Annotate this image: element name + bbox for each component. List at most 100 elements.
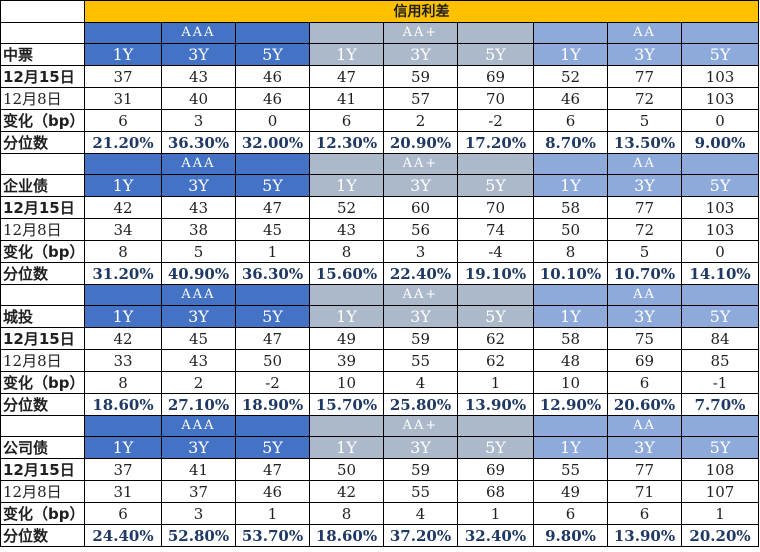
grade-header-cell: AA <box>607 284 682 306</box>
section-name: 城投 <box>0 305 85 328</box>
value-cell: 24.40% <box>84 524 162 547</box>
value-cell: 57 <box>383 87 458 110</box>
value-cell: 103 <box>680 196 760 219</box>
value-cell: 19.10% <box>457 262 534 285</box>
value-cell: 6 <box>84 109 162 132</box>
tenor-header-cell: 5Y <box>457 436 534 459</box>
value-cell: 5 <box>607 109 682 132</box>
value-cell: 1 <box>235 240 310 263</box>
table-row: 12月15日 42 45 47 49 59 62 58 75 84 <box>0 327 760 350</box>
grade-header-row: AAA AA+ AA <box>0 415 760 437</box>
value-cell: 20.90% <box>383 131 458 154</box>
value-cell: 9.80% <box>533 524 608 547</box>
value-cell: 77 <box>607 458 682 481</box>
value-cell: 46 <box>533 87 608 110</box>
grade-header-row: AAA AA+ AA <box>0 153 760 175</box>
value-cell: 4 <box>383 502 458 525</box>
value-cell: 52 <box>309 196 384 219</box>
value-cell: 8 <box>84 371 162 394</box>
value-cell: 12.30% <box>309 131 384 154</box>
value-cell: 58 <box>533 196 608 219</box>
value-cell: 8 <box>309 502 384 525</box>
value-cell: 42 <box>84 327 162 350</box>
blank-cell <box>0 153 85 175</box>
grade-header-cell <box>84 22 162 44</box>
value-cell: 72 <box>607 87 682 110</box>
row-label: 分位数 <box>0 524 85 547</box>
table-row: 12月15日 37 41 47 50 59 69 55 77 108 <box>0 458 760 481</box>
tenor-header-cell: 1Y <box>84 43 162 66</box>
value-cell: 85 <box>680 349 760 372</box>
grade-header-cell <box>235 415 310 437</box>
grade-header-cell <box>533 415 608 437</box>
tenor-header-cell: 5Y <box>235 305 310 328</box>
tenor-header-cell: 3Y <box>161 436 236 459</box>
grade-header-cell: AAA <box>161 153 236 175</box>
grade-header-cell <box>457 153 534 175</box>
row-label: 变化（bp） <box>0 109 85 132</box>
value-cell: 37 <box>84 458 162 481</box>
grade-header-cell: AA <box>607 415 682 437</box>
value-cell: 4 <box>383 371 458 394</box>
value-cell: 32.00% <box>235 131 310 154</box>
row-label: 分位数 <box>0 393 85 416</box>
grade-header-cell <box>533 22 608 44</box>
tenor-header-row: 企业债 1Y 3Y 5Y 1Y 3Y 5Y 1Y 3Y 5Y <box>0 174 760 197</box>
value-cell: 43 <box>161 65 236 88</box>
value-cell: 47 <box>235 196 310 219</box>
value-cell: 34 <box>84 218 162 241</box>
grade-header-cell: AA+ <box>383 153 458 175</box>
value-cell: 59 <box>383 327 458 350</box>
value-cell: 6 <box>607 502 682 525</box>
value-cell: 70 <box>457 196 534 219</box>
table-row: 分位数 31.20% 40.90% 36.30% 15.60% 22.40% 19.10% 1… <box>0 262 760 285</box>
value-cell: 45 <box>235 218 310 241</box>
value-cell: 18.60% <box>309 524 384 547</box>
value-cell: 48 <box>533 349 608 372</box>
value-cell: 39 <box>309 349 384 372</box>
table-row: 12月15日 42 43 47 52 60 70 58 77 103 <box>0 196 760 219</box>
tenor-header-cell: 5Y <box>235 436 310 459</box>
table-row: 变化（bp） 6 3 0 6 2 -2 6 5 0 <box>0 109 760 132</box>
value-cell: 55 <box>533 458 608 481</box>
value-cell: 37 <box>161 480 236 503</box>
value-cell: 77 <box>607 196 682 219</box>
value-cell: 8 <box>84 240 162 263</box>
table-row: 12月8日 34 38 45 43 56 74 50 72 103 <box>0 218 760 241</box>
grade-header-row: AAA AA+ AA <box>0 22 760 44</box>
value-cell: 7.70% <box>680 393 760 416</box>
grade-header-cell: AA+ <box>383 284 458 306</box>
tenor-header-cell: 5Y <box>457 305 534 328</box>
tenor-header-cell: 1Y <box>533 43 608 66</box>
tenor-header-cell: 5Y <box>680 436 760 459</box>
grade-header-cell <box>84 153 162 175</box>
grade-header-cell: AAA <box>161 22 236 44</box>
value-cell: 53.70% <box>235 524 310 547</box>
table-title: 信用利差 <box>83 0 760 23</box>
value-cell: 10 <box>309 371 384 394</box>
value-cell: 40.90% <box>161 262 236 285</box>
value-cell: 43 <box>309 218 384 241</box>
value-cell: 69 <box>457 65 534 88</box>
blank-cell <box>0 284 85 306</box>
grade-header-row: AAA AA+ AA <box>0 284 760 306</box>
tenor-header-cell: 1Y <box>309 43 384 66</box>
value-cell: 22.40% <box>383 262 458 285</box>
table-row: 变化（bp） 8 2 -2 10 4 1 10 6 -1 <box>0 371 760 394</box>
grade-header-cell <box>680 284 760 306</box>
tenor-header-cell: 1Y <box>84 305 162 328</box>
tenor-header-cell: 5Y <box>680 305 760 328</box>
value-cell: 43 <box>161 349 236 372</box>
value-cell: 8 <box>309 240 384 263</box>
row-label: 12月15日 <box>0 65 85 88</box>
tenor-header-cell: 3Y <box>607 305 682 328</box>
value-cell: 47 <box>309 65 384 88</box>
value-cell: 20.60% <box>607 393 682 416</box>
tenor-header-cell: 3Y <box>383 436 458 459</box>
tenor-header-cell: 3Y <box>161 174 236 197</box>
tenor-header-cell: 3Y <box>607 174 682 197</box>
row-label: 变化（bp） <box>0 371 85 394</box>
value-cell: 10.70% <box>607 262 682 285</box>
grade-header-cell <box>84 284 162 306</box>
